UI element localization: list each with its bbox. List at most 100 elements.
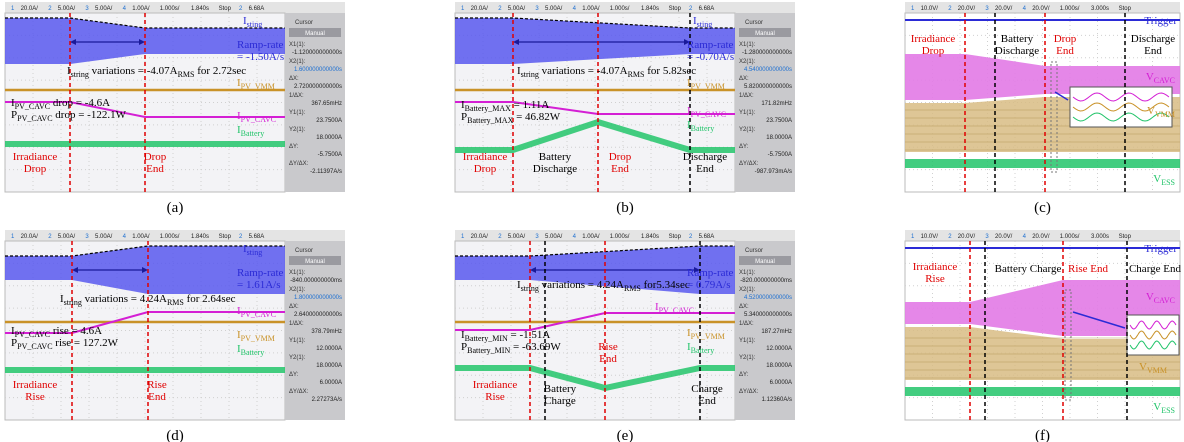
annotation-text: Irradiance (473, 379, 518, 391)
annotation-text: Ramp-rate (687, 267, 734, 279)
annotation-text: = 46.82W (513, 111, 560, 123)
top-bar-text: 1.000s/ (1060, 6, 1080, 12)
annotation-text: End (146, 163, 164, 175)
annotation-text: Drop (922, 45, 945, 57)
cursor-title: Cursor (295, 248, 313, 254)
annotation: Drop (474, 163, 497, 175)
annotation: Drop (144, 151, 167, 163)
annotation: Charge End (1129, 263, 1182, 275)
top-bar-text: 1.000s/ (610, 234, 630, 240)
annotation: Discharge (995, 45, 1040, 57)
annotation: Trigger (1144, 243, 1177, 255)
cursor-row-value: 4.540000000000s (744, 67, 792, 73)
cursor-row-value: 18.0000A (316, 135, 342, 141)
top-bar-text: 1.00A/ (582, 6, 600, 12)
cursor-row-label: Y1(1): (289, 338, 306, 344)
annotation: Irradiance (913, 261, 958, 273)
top-bar-text: 20.0A/ (21, 6, 39, 12)
annotation-subscript: PV_VMM (691, 82, 725, 91)
cursor-mode: Manual (755, 31, 775, 37)
annotation-subscript: string (71, 70, 89, 79)
annotation-text: Battery (539, 151, 572, 163)
annotation: = -0.70A/s (687, 51, 734, 63)
top-bar-text: 5.00A/ (95, 234, 113, 240)
annotation-subscript: Battery (241, 348, 265, 357)
cursor-row-label: 1/ΔX: (739, 93, 754, 99)
annotation-text: = 0.79A/s (687, 279, 730, 291)
cursor-title: Cursor (745, 248, 763, 254)
annotation-text: End (1144, 45, 1162, 57)
annotation: Discharge (533, 163, 578, 175)
annotation-subscript: PV_CAVC (241, 115, 276, 124)
annotation-subscript: PV_CAVC (691, 110, 726, 119)
annotation: Irradiance (13, 379, 58, 391)
scope-panel: 120.0A/25.00A/35.00A/41.00A/1.000s/1.840… (5, 2, 345, 192)
annotation-text: V (1153, 173, 1161, 185)
top-bar-text: 1.840s (191, 234, 209, 240)
cursor-row-label: ΔY: (289, 144, 299, 150)
annotation-subscript: RMS (628, 70, 645, 79)
cursor-row-label: Y1(1): (289, 110, 306, 116)
cursor-row-label: 1/ΔX: (289, 321, 304, 327)
annotation-text: End (599, 353, 617, 365)
annotation-text: for 2.72sec (195, 65, 247, 77)
annotation-subscript: string (521, 70, 539, 79)
cursor-row-value: 1.600000000000s (294, 67, 342, 73)
cursor-row-value: 18.0000A (766, 135, 792, 141)
cursor-row-label: X1(1): (289, 270, 306, 276)
annotation-text: Charge (691, 383, 723, 395)
top-bar-text: Stop (219, 6, 232, 12)
annotation-subscript: PV_CAVC (15, 102, 50, 111)
annotation-text: Discharge (533, 163, 578, 175)
cursor-row-label: ΔX: (739, 76, 749, 82)
cursor-row-value: 18.0000A (766, 363, 792, 369)
top-bar-text: 20.0V/ (995, 234, 1013, 240)
annotation: End (148, 391, 166, 403)
annotation-text: V (1147, 105, 1155, 117)
annotation-text: End (611, 163, 629, 175)
annotation-subscript: sting (697, 20, 713, 29)
cursor-mode: Manual (305, 31, 325, 37)
top-bar-text: Stop (1119, 234, 1132, 240)
annotation-subscript: ESS (1161, 178, 1175, 187)
panel-caption: (a) (167, 200, 184, 216)
annotation-subscript: Battery (241, 129, 265, 138)
annotation: Irradiance (13, 151, 58, 163)
panel-caption: (e) (617, 428, 634, 442)
annotation: Discharge (683, 151, 728, 163)
annotation-text: variations = 4.24A (539, 279, 624, 291)
annotation-text: Irradiance (463, 151, 508, 163)
top-bar-text: 3.000s (1091, 234, 1109, 240)
annotation: Battery (544, 383, 577, 395)
annotation-text: Battery (544, 383, 577, 395)
annotation: End (1056, 45, 1074, 57)
cursor-row-value: -2.11397A/s (310, 169, 342, 175)
annotation-subscript: Battery (691, 124, 715, 133)
annotation-text: End (696, 163, 714, 175)
annotation: End (696, 163, 714, 175)
annotation: = -1.50A/s (237, 51, 284, 63)
cursor-row-value: 2.640000000000s (294, 312, 342, 318)
cursor-row-value: 5.820000000000s (744, 84, 792, 90)
cursor-row-label: Y2(1): (739, 355, 756, 361)
annotation-text: drop = -122.1W (53, 109, 127, 121)
cursor-row-label: ΔY/ΔX: (289, 389, 309, 395)
cursor-row-label: Y2(1): (739, 127, 756, 133)
annotation: Istring variations = 4.24ARMS for 2.64se… (60, 293, 236, 307)
annotation-text: Irradiance (13, 379, 58, 391)
annotation-text: = 1.11A (511, 99, 550, 111)
annotation-subscript: PV_VMM (241, 334, 275, 343)
annotation: Irradiance (473, 379, 518, 391)
top-bar-text: 20.0V/ (1032, 6, 1050, 12)
cursor-row-label: Y2(1): (289, 355, 306, 361)
vess-band (905, 159, 1180, 168)
cursor-row-value: 5.340000000000s (744, 312, 792, 318)
annotation-subscript: PV_VMM (241, 82, 275, 91)
annotation-subscript: string (64, 298, 82, 307)
cursor-row-value: -820.000000000ms (740, 278, 792, 284)
annotation: Drop (609, 151, 632, 163)
cursor-row-label: X2(1): (289, 59, 306, 65)
top-bar-text: Stop (219, 234, 232, 240)
annotation-subscript: PV_CAVC (17, 342, 52, 351)
annotation-text: Trigger (1144, 243, 1177, 255)
